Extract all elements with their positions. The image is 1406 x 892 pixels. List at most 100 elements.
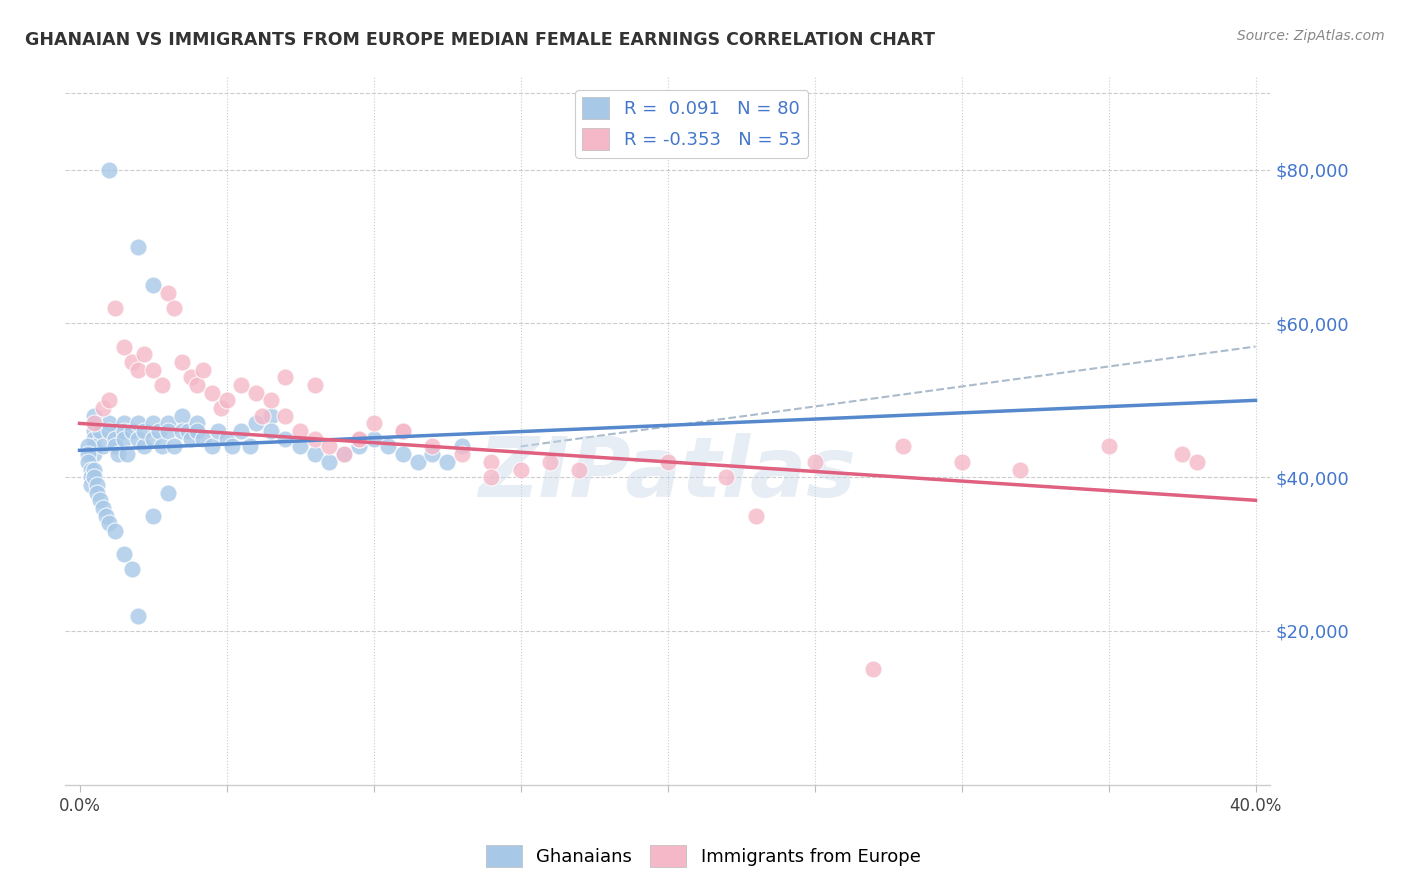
Point xyxy=(1010,462,1032,476)
Point xyxy=(259,424,281,438)
Point xyxy=(83,432,105,446)
Point xyxy=(121,355,143,369)
Point xyxy=(156,485,179,500)
Point xyxy=(83,447,105,461)
Point xyxy=(112,417,135,431)
Point xyxy=(127,417,149,431)
Point xyxy=(186,417,208,431)
Point xyxy=(104,440,127,454)
Point xyxy=(104,524,127,538)
Point xyxy=(83,417,105,431)
Point xyxy=(803,455,825,469)
Point xyxy=(1171,447,1194,461)
Point xyxy=(89,493,111,508)
Point xyxy=(250,409,273,423)
Point xyxy=(97,162,120,177)
Point xyxy=(450,440,472,454)
Point xyxy=(538,455,561,469)
Text: ZIPatlas: ZIPatlas xyxy=(478,433,856,514)
Point xyxy=(716,470,738,484)
Point xyxy=(420,440,443,454)
Point xyxy=(83,424,105,438)
Point xyxy=(80,470,103,484)
Point xyxy=(215,432,238,446)
Point xyxy=(142,278,165,293)
Point xyxy=(318,455,340,469)
Point xyxy=(112,424,135,438)
Point xyxy=(127,239,149,253)
Point xyxy=(259,409,281,423)
Point xyxy=(450,447,472,461)
Point xyxy=(657,455,679,469)
Point xyxy=(127,432,149,446)
Point xyxy=(142,508,165,523)
Point xyxy=(1185,455,1208,469)
Point xyxy=(104,301,127,315)
Point xyxy=(304,432,326,446)
Point xyxy=(77,447,100,461)
Point xyxy=(83,440,105,454)
Point xyxy=(191,362,214,376)
Point xyxy=(77,440,100,454)
Point xyxy=(304,447,326,461)
Point xyxy=(77,455,100,469)
Point xyxy=(231,378,253,392)
Point xyxy=(97,424,120,438)
Point xyxy=(177,424,200,438)
Point xyxy=(304,378,326,392)
Point xyxy=(127,608,149,623)
Point xyxy=(180,370,202,384)
Point xyxy=(83,462,105,476)
Point xyxy=(207,424,229,438)
Point xyxy=(274,432,297,446)
Point xyxy=(436,455,458,469)
Point xyxy=(150,440,173,454)
Point xyxy=(80,462,103,476)
Point xyxy=(568,462,591,476)
Point xyxy=(83,409,105,423)
Point xyxy=(97,393,120,408)
Point xyxy=(80,478,103,492)
Point xyxy=(347,440,370,454)
Point xyxy=(134,440,156,454)
Point xyxy=(89,424,111,438)
Point xyxy=(274,370,297,384)
Point xyxy=(180,432,202,446)
Point xyxy=(107,447,129,461)
Point xyxy=(97,417,120,431)
Point xyxy=(288,440,311,454)
Point xyxy=(347,432,370,446)
Text: Source: ZipAtlas.com: Source: ZipAtlas.com xyxy=(1237,29,1385,43)
Point xyxy=(392,424,415,438)
Point xyxy=(142,432,165,446)
Point xyxy=(363,432,385,446)
Point xyxy=(142,362,165,376)
Point xyxy=(91,401,114,415)
Point xyxy=(156,285,179,300)
Point xyxy=(156,424,179,438)
Point xyxy=(245,417,267,431)
Legend: Ghanaians, Immigrants from Europe: Ghanaians, Immigrants from Europe xyxy=(478,838,928,874)
Point xyxy=(191,432,214,446)
Point xyxy=(162,301,184,315)
Point xyxy=(891,440,914,454)
Point xyxy=(245,385,267,400)
Point xyxy=(274,409,297,423)
Point xyxy=(186,378,208,392)
Point xyxy=(259,393,281,408)
Point xyxy=(134,347,156,361)
Point xyxy=(392,447,415,461)
Point xyxy=(86,485,108,500)
Point xyxy=(97,516,120,531)
Point xyxy=(121,424,143,438)
Point xyxy=(112,432,135,446)
Point xyxy=(112,547,135,561)
Point xyxy=(231,424,253,438)
Point xyxy=(121,562,143,576)
Point xyxy=(91,500,114,515)
Point xyxy=(115,447,138,461)
Point xyxy=(94,508,117,523)
Point xyxy=(288,424,311,438)
Point xyxy=(86,478,108,492)
Point xyxy=(406,455,429,469)
